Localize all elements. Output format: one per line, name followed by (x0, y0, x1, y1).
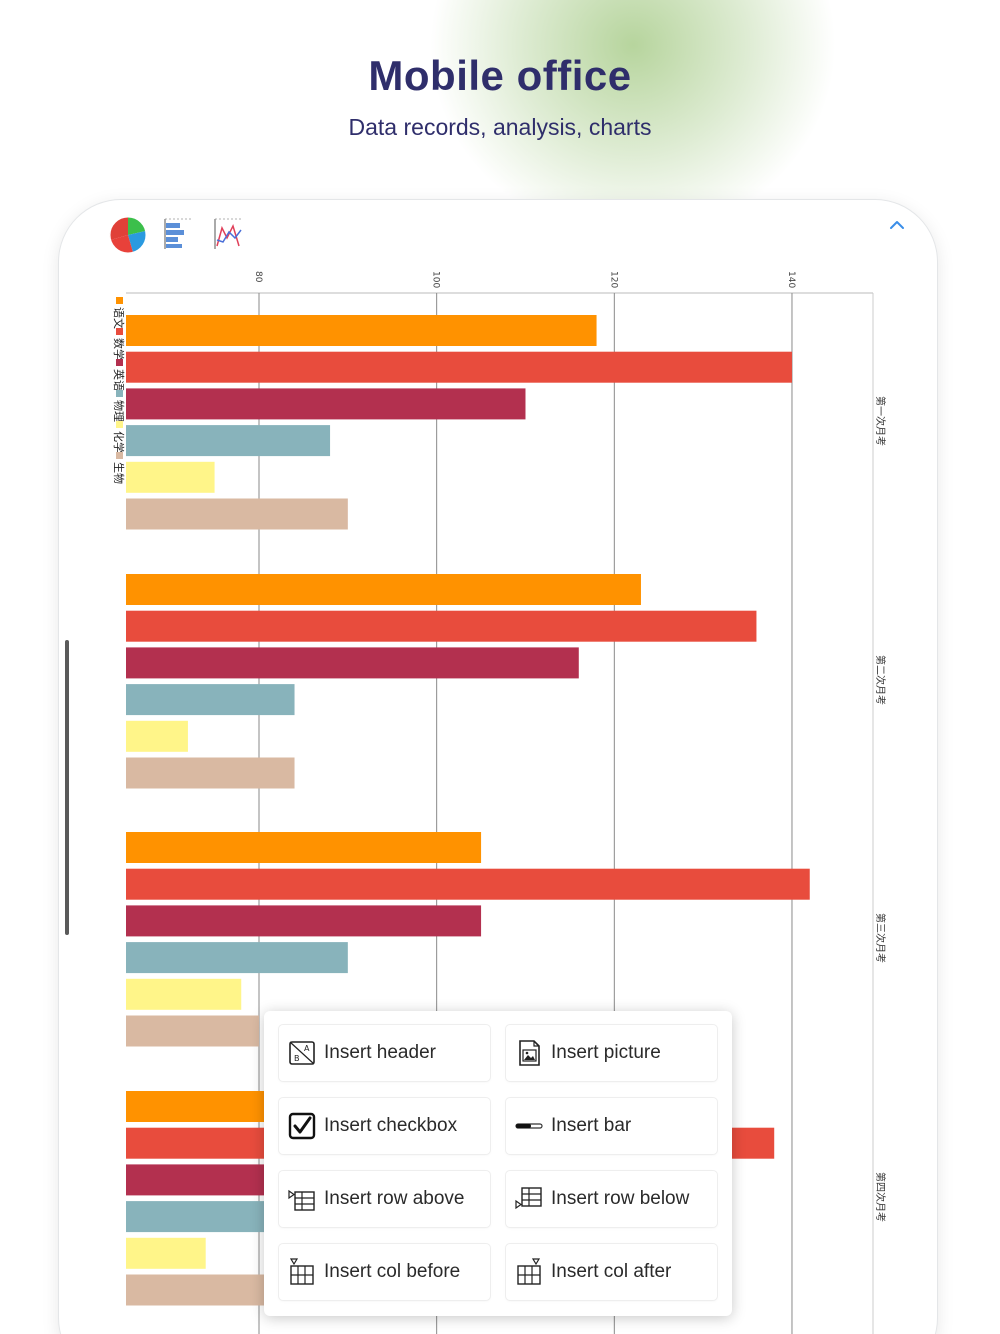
legend-label: 数学 (112, 338, 126, 360)
bar-语文-3 (126, 832, 482, 863)
insert-picture-label: Insert picture (551, 1042, 661, 1063)
category-label: 第二次月考 (874, 655, 887, 705)
line-chart-icon[interactable] (213, 218, 245, 250)
chevron-up-icon[interactable] (888, 216, 906, 232)
insert-row-below-button[interactable]: Insert row below (506, 1171, 717, 1227)
category-label: 第一次月考 (874, 396, 887, 446)
hero-title: Mobile office (368, 52, 632, 99)
legend-swatch (116, 297, 123, 304)
bar-物理-3 (126, 942, 348, 974)
bar-数学-1 (126, 351, 792, 383)
bar-数学-3 (126, 868, 810, 900)
svg-text:B: B (294, 1054, 300, 1063)
insert-col-before-label: Insert col before (324, 1261, 461, 1282)
insert-menu: A B Insert header Insert picture Insert … (264, 1011, 732, 1316)
bar-化学-1 (126, 461, 215, 493)
hero-subtitle: Data records, analysis, charts (348, 114, 652, 140)
legend-label: 语文 (112, 307, 126, 329)
insert-picture-button[interactable]: Insert picture (506, 1025, 717, 1081)
insert-bar-button[interactable]: Insert bar (506, 1098, 717, 1154)
svg-text:A: A (304, 1044, 310, 1053)
axis-tick-label: 80 (253, 271, 263, 283)
insert-col-before-icon (289, 1258, 314, 1285)
legend-swatch (116, 421, 123, 428)
axis-tick-label: 100 (431, 271, 441, 288)
legend-swatch (116, 328, 123, 335)
insert-col-after-icon (517, 1258, 541, 1285)
legend-label: 英语 (112, 369, 126, 391)
insert-checkbox-label: Insert checkbox (324, 1115, 458, 1136)
insert-row-above-icon (288, 1189, 315, 1211)
insert-col-before-button[interactable]: Insert col before (279, 1244, 490, 1300)
bar-生物-4 (126, 1274, 286, 1306)
bar-生物-1 (126, 498, 348, 530)
bar-语文-2 (126, 574, 641, 605)
insert-row-above-label: Insert row above (324, 1188, 465, 1209)
bar-化学-2 (126, 720, 188, 752)
bar-生物-2 (126, 757, 295, 789)
legend-label: 物理 (112, 400, 126, 422)
bar-物理-1 (126, 425, 331, 457)
insert-header-label: Insert header (324, 1042, 436, 1063)
insert-col-after-button[interactable]: Insert col after (506, 1244, 717, 1300)
legend-swatch (116, 390, 123, 397)
bar-英语-2 (126, 647, 579, 679)
bar-数学-2 (126, 610, 757, 642)
bar-英语-3 (126, 905, 482, 937)
category-label: 第四次月考 (874, 1172, 887, 1222)
bar-物理-2 (126, 684, 295, 716)
legend-swatch (116, 359, 123, 366)
axis-tick-label: 120 (608, 271, 618, 288)
axis-tick-label: 140 (786, 271, 796, 288)
checkbox-icon (288, 1112, 316, 1140)
pie-chart-icon[interactable] (109, 216, 147, 254)
category-label: 第三次月考 (874, 913, 887, 963)
insert-header-button[interactable]: A B Insert header (279, 1025, 490, 1081)
insert-checkbox-button[interactable]: Insert checkbox (279, 1098, 490, 1154)
scrollbar[interactable] (65, 640, 69, 935)
legend-label: 化学 (112, 431, 126, 453)
bar-语文-1 (126, 315, 597, 346)
legend-label: 生物 (112, 462, 126, 484)
bar-化学-4 (126, 1237, 206, 1269)
insert-picture-icon (519, 1040, 540, 1066)
insert-col-after-label: Insert col after (551, 1261, 672, 1282)
bar-生物-3 (126, 1015, 259, 1047)
insert-row-below-icon (515, 1187, 542, 1210)
insert-bar-icon (515, 1123, 543, 1129)
insert-header-icon: A B (289, 1041, 315, 1065)
legend-swatch (116, 452, 123, 459)
insert-row-above-button[interactable]: Insert row above (279, 1171, 490, 1227)
bar-化学-3 (126, 978, 242, 1010)
insert-bar-label: Insert bar (551, 1115, 632, 1136)
bar-英语-1 (126, 388, 526, 420)
bar-chart-icon[interactable] (163, 218, 193, 250)
insert-row-below-label: Insert row below (551, 1188, 690, 1209)
